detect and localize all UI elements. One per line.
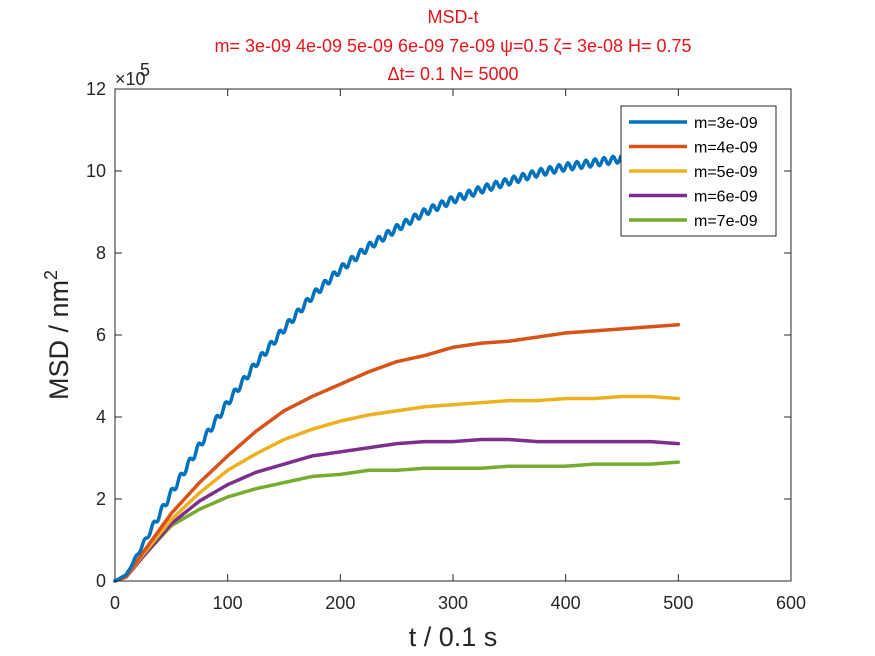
chart-subtitle-parameters: m= 3e-09 4e-09 5e-09 6e-09 7e-09 ψ=0.5 ζ… (214, 36, 691, 56)
x-tick-label: 400 (551, 593, 581, 613)
y-axis-label-group: MSD / nm2 (41, 270, 74, 400)
y-multiplier: ×10 5 (115, 60, 150, 89)
x-tick-label: 100 (213, 593, 243, 613)
y-multiplier-exponent: 5 (140, 60, 150, 80)
y-axis-label-text: MSD / nm (44, 280, 74, 400)
x-tick-label: 300 (438, 593, 468, 613)
series-line-m=6e-09 (113, 437, 681, 583)
y-axis-label: MSD / nm2 (41, 270, 74, 400)
tick-layer: 0 100 200 300 400 500 600 0 2 4 6 8 10 12 (86, 79, 806, 613)
series-line-m=5e-09 (113, 394, 681, 583)
legend-entry-label: m=5e-09 (694, 164, 758, 181)
x-tick-label: 500 (663, 593, 693, 613)
y-tick-label: 12 (86, 79, 106, 99)
y-tick-label: 4 (96, 407, 106, 427)
legend: m=3e-09 m=4e-09 m=5e-09 m=6e-09 m=7e-09 (620, 105, 777, 237)
chart-subtitle-timing: Δt= 0.1 N= 5000 (387, 64, 518, 84)
chart-title: MSD-t (428, 7, 479, 27)
y-tick-label: 10 (86, 161, 106, 181)
legend-entry-label: m=6e-09 (694, 189, 758, 206)
x-tick-label: 200 (325, 593, 355, 613)
x-tick-label: 600 (776, 593, 806, 613)
y-tick-label: 0 (96, 571, 106, 591)
series-line-m=7e-09 (113, 460, 681, 583)
y-tick-label: 8 (96, 243, 106, 263)
x-axis-label: t / 0.1 s (409, 622, 498, 652)
legend-entry-label: m=3e-09 (694, 115, 758, 132)
y-tick-label: 6 (96, 325, 106, 345)
y-tick-label: 2 (96, 489, 106, 509)
legend-entry-label: m=4e-09 (694, 140, 758, 157)
y-axis-label-superscript: 2 (41, 270, 61, 280)
series-layer (113, 149, 681, 583)
y-multiplier-base: ×10 (115, 69, 146, 89)
series-line-m=3e-09 (113, 149, 681, 583)
legend-entry-label: m=7e-09 (694, 213, 758, 230)
series-line-m=4e-09 (113, 323, 681, 583)
x-tick-label: 0 (110, 593, 120, 613)
